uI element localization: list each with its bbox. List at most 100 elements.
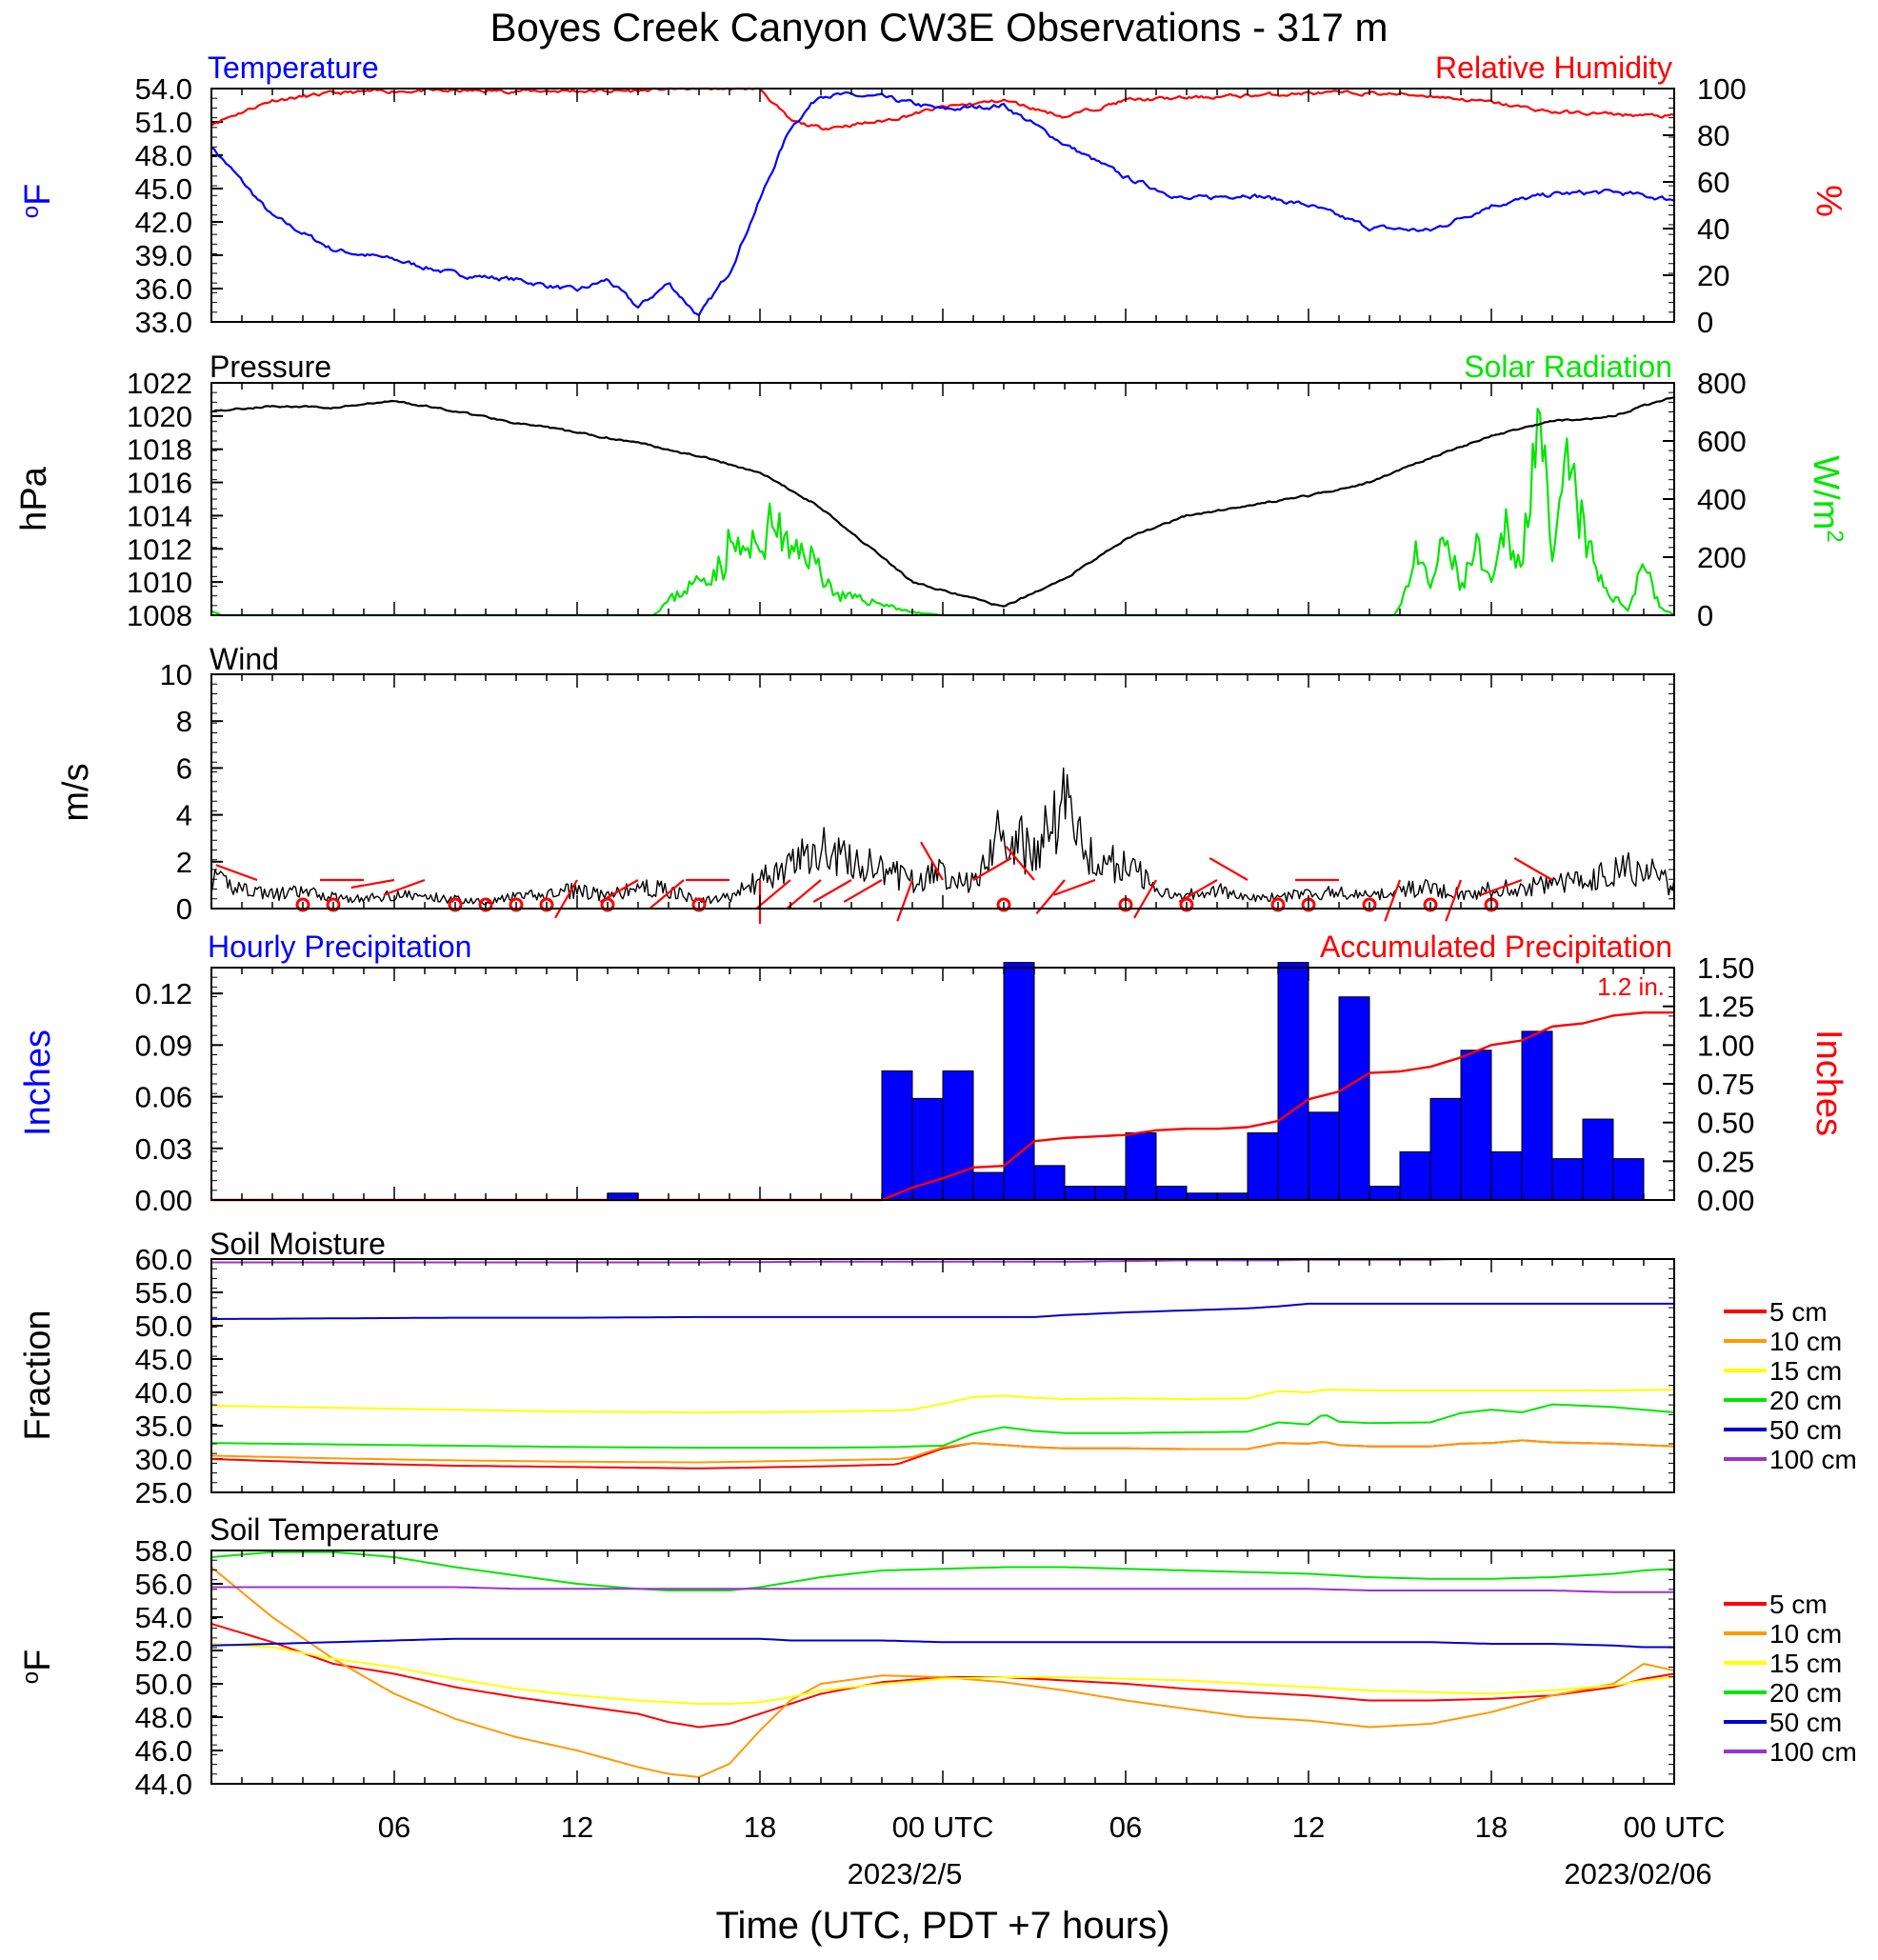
legend-label: 5 cm xyxy=(1769,1590,1828,1619)
humidity-title: Relative Humidity xyxy=(1435,50,1672,85)
legend-label: 20 cm xyxy=(1769,1386,1842,1415)
wind-barb xyxy=(812,879,852,903)
time-tick-label: 18 xyxy=(744,1810,776,1844)
wind-barb xyxy=(350,878,395,890)
x-axis-label: Time (UTC, PDT +7 hours) xyxy=(716,1905,1170,1947)
hourly-precip-bar xyxy=(1247,1132,1279,1201)
humidity-axis-label: 80 xyxy=(1697,119,1729,152)
hourly-precip-bar xyxy=(1399,1150,1431,1201)
calm-wind-circle xyxy=(295,897,310,912)
temperature-left-ticks: 54.051.048.045.042.039.036.033.0 xyxy=(135,72,223,339)
hourly-precip-bar xyxy=(1125,1132,1157,1201)
hourly-precip-bar xyxy=(1429,1097,1462,1201)
wind-barb xyxy=(1445,879,1463,922)
legend-label: 10 cm xyxy=(1769,1619,1842,1649)
accum-precip-axis-label: 0.25 xyxy=(1697,1145,1754,1178)
calm-wind-circle xyxy=(691,897,707,912)
soil-temp-trace xyxy=(211,1586,1674,1593)
panel1-frame xyxy=(210,88,1675,323)
legend-label: 100 cm xyxy=(1769,1737,1857,1767)
temperature-axis-label: 45.0 xyxy=(135,172,192,206)
panel-soil-moisture: Soil Moisture 60.055.050.045.040.035.030… xyxy=(18,1227,1857,1510)
hourly-precip-axis-label: 0.03 xyxy=(135,1132,192,1166)
time-tick-label: 00 UTC xyxy=(892,1810,994,1844)
legend-label: 50 cm xyxy=(1769,1708,1842,1737)
calm-wind-circle xyxy=(478,897,493,912)
wind-barb xyxy=(599,879,639,903)
hourly-precip-bar xyxy=(1277,962,1309,1201)
soil-temp-trace xyxy=(210,1566,1675,1778)
legend-label: 100 cm xyxy=(1769,1445,1857,1474)
temperature-axis-label: 36.0 xyxy=(135,272,192,306)
calm-wind-circle xyxy=(539,897,554,912)
soil-temp-axis-label: 52.0 xyxy=(135,1634,192,1668)
hourly-precip-ylabel: Inches xyxy=(18,1030,58,1136)
solar-axis-label: 800 xyxy=(1697,367,1747,400)
accum-precip-axis-label: 1.50 xyxy=(1697,951,1754,985)
soil-moisture-axis-label: 60.0 xyxy=(135,1243,192,1276)
legend-label: 15 cm xyxy=(1769,1356,1842,1386)
accum-precip-axis-label: 0.75 xyxy=(1697,1068,1754,1101)
time-tick-label: 06 xyxy=(378,1810,410,1844)
calm-wind-circle xyxy=(600,897,615,912)
hourly-precip-bar xyxy=(1490,1150,1523,1201)
humidity-axis-label: 60 xyxy=(1697,166,1729,199)
wind-barbs xyxy=(215,841,1553,924)
soil-moisture-axis-label: 35.0 xyxy=(135,1410,192,1443)
time-tick-label: 12 xyxy=(1292,1810,1325,1844)
pressure-trace xyxy=(210,395,1675,608)
wind-axis-label: 6 xyxy=(176,751,192,785)
hourly-precip-bar xyxy=(1612,1158,1645,1201)
legend-label: 10 cm xyxy=(1769,1327,1842,1356)
soil-moisture-ylabel: Fraction xyxy=(18,1310,58,1440)
pressure-axis-label: 1014 xyxy=(127,499,192,532)
wind-axis-label: 8 xyxy=(176,705,192,738)
wind-barb xyxy=(1005,846,1035,881)
hourly-precip-bars xyxy=(607,962,1645,1201)
temperature-trace xyxy=(210,90,1675,316)
humidity-axis-label: 20 xyxy=(1697,259,1729,292)
pressure-line xyxy=(210,395,1675,608)
soil-temp-ylabel: oF xyxy=(18,1650,58,1685)
humidity-ylabel: % xyxy=(1808,185,1848,217)
wind-barb xyxy=(383,878,426,896)
soil-temp-axis-label: 50.0 xyxy=(135,1668,192,1701)
hourly-precip-bar xyxy=(1094,1186,1127,1201)
pressure-title: Pressure xyxy=(210,350,331,384)
hourly-precip-bar xyxy=(1033,1165,1066,1201)
time-tick-label: 18 xyxy=(1475,1810,1508,1844)
soil-temp-axis-label: 44.0 xyxy=(135,1768,192,1801)
humidity-right-ticks: 100 80 60 40 20 0 xyxy=(1663,72,1747,339)
wind-barb xyxy=(1513,857,1553,881)
wind-speed-trace xyxy=(210,767,1675,906)
hourly-precip-left-ticks: 0.12 0.09 0.06 0.03 0.00 xyxy=(135,977,223,1217)
wind-barb xyxy=(215,864,258,882)
hourly-precip-bar xyxy=(1003,962,1035,1201)
wind-barb xyxy=(896,879,914,922)
temperature-line xyxy=(210,90,1675,316)
wind-barb xyxy=(920,841,944,881)
figure-title: Boyes Creek Canyon CW3E Observations - 3… xyxy=(489,5,1388,50)
soil-moisture-trace xyxy=(211,1302,1674,1320)
panel5-frame xyxy=(210,1258,1675,1493)
accum-precip-annotation: 1.2 in. xyxy=(1597,972,1665,1001)
hourly-precip-axis-label: 0.00 xyxy=(135,1184,192,1217)
wind-ylabel: m/s xyxy=(56,763,96,821)
temperature-axis-label: 51.0 xyxy=(135,106,192,139)
solar-right-ticks: 800 600 400 200 0 xyxy=(1663,367,1747,632)
hourly-precip-bar xyxy=(911,1097,944,1201)
wind-barb xyxy=(1053,878,1096,896)
soil-moisture-title: Soil Moisture xyxy=(210,1227,386,1261)
calm-wind-circle xyxy=(448,897,463,912)
soil-temp-trace xyxy=(210,1637,1674,1649)
humidity-axis-label: 0 xyxy=(1697,306,1713,339)
wind-barb xyxy=(756,879,791,910)
wind-barb xyxy=(843,879,883,903)
wind-barb xyxy=(1480,878,1523,896)
panel-wind: Wind 10 8 6 4 2 0 m/s xyxy=(56,642,1675,926)
solar-ylabel: W/m2 xyxy=(1806,455,1848,542)
hourly-precip-bar xyxy=(942,1070,974,1201)
humidity-axis-label: 100 xyxy=(1697,72,1747,106)
pressure-axis-label: 1022 xyxy=(127,367,192,400)
